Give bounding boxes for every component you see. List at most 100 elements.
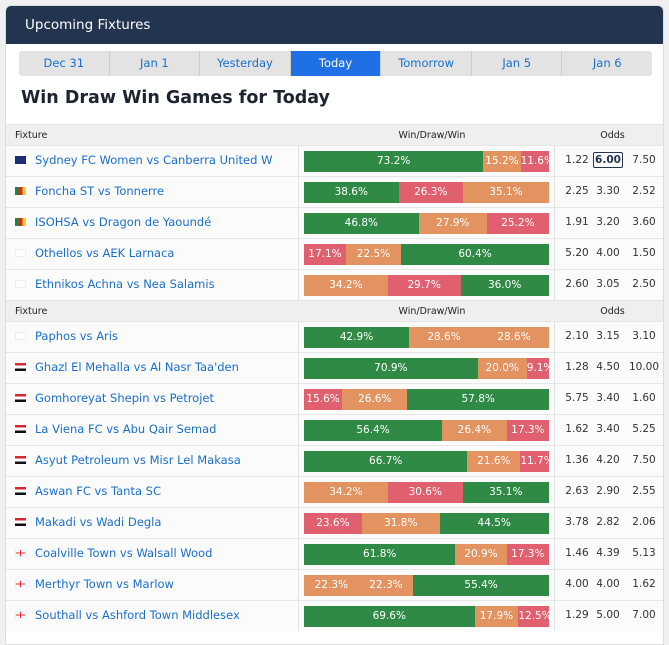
odds-value[interactable]: 3.40: [596, 423, 620, 435]
odds-value[interactable]: 4.00: [565, 578, 589, 590]
odds-value[interactable]: 3.78: [565, 516, 589, 528]
fixture-link[interactable]: Aswan FC vs Tanta SC: [15, 484, 161, 498]
odds-value[interactable]: 10.00: [628, 361, 660, 373]
divider: [298, 353, 299, 383]
fixture-name[interactable]: Sydney FC Women vs Canberra United W: [35, 153, 273, 167]
odds-value[interactable]: 5.00: [596, 609, 620, 621]
probability-segment: 30.6%: [387, 482, 463, 503]
probability-segment: 31.8%: [361, 513, 440, 534]
odds-value[interactable]: 4.20: [596, 454, 620, 466]
odds-value[interactable]: 2.55: [632, 485, 656, 497]
odds-value[interactable]: 3.05: [596, 278, 620, 290]
probability-segment: 26.4%: [442, 420, 507, 441]
odds-value[interactable]: 2.10: [565, 330, 589, 342]
fixture-link[interactable]: Paphos vs Aris: [15, 329, 118, 343]
odds-value[interactable]: 2.06: [632, 516, 656, 528]
odds-value[interactable]: 2.50: [632, 278, 656, 290]
odds-value[interactable]: 1.46: [565, 547, 589, 559]
fixture-name[interactable]: Ghazl El Mehalla vs Al Nasr Taa'den: [35, 360, 239, 374]
odds-value[interactable]: 5.20: [565, 247, 589, 259]
fixture-link[interactable]: Gomhoreyat Shepin vs Petrojet: [15, 391, 214, 405]
odds-value[interactable]: 1.28: [565, 361, 589, 373]
col-win-draw-win: Win/Draw/Win: [398, 306, 466, 317]
divider: [298, 208, 299, 238]
fixture-name[interactable]: Merthyr Town vs Marlow: [35, 577, 174, 591]
odds-value[interactable]: 1.36: [565, 454, 589, 466]
odds-value[interactable]: 6.00: [593, 152, 623, 168]
odds-value[interactable]: 7.00: [632, 609, 656, 621]
fixture-name[interactable]: Asyut Petroleum vs Misr Lel Makasa: [35, 453, 241, 467]
fixture-link[interactable]: Sydney FC Women vs Canberra United W: [15, 153, 272, 167]
odds-value[interactable]: 3.40: [596, 392, 620, 404]
tab-today[interactable]: Today: [290, 51, 382, 76]
tab-jan-6[interactable]: Jan 6: [592, 56, 622, 70]
fixture-link[interactable]: Ethnikos Achna vs Nea Salamis: [15, 277, 215, 291]
odds-value[interactable]: 1.22: [565, 154, 589, 166]
fixture-link[interactable]: Merthyr Town vs Marlow: [15, 577, 174, 591]
odds-value[interactable]: 2.63: [565, 485, 589, 497]
win-draw-win-bar: 34.2% 30.6% 35.1%: [304, 482, 549, 503]
odds-value[interactable]: 7.50: [632, 454, 656, 466]
fixture-name[interactable]: ISOHSA vs Dragon de Yaoundé: [35, 215, 212, 229]
odds-value[interactable]: 2.60: [565, 278, 589, 290]
win-draw-win-bar: 70.9%20.0%9.1%: [304, 358, 549, 379]
odds-value[interactable]: 1.50: [632, 247, 656, 259]
odds-value[interactable]: 7.50: [632, 154, 656, 166]
probability-segment: 22.5%: [345, 244, 402, 265]
fixture-link[interactable]: Ghazl El Mehalla vs Al Nasr Taa'den: [15, 360, 239, 374]
divider: [298, 477, 299, 507]
fixture-name[interactable]: Foncha ST vs Tonnerre: [35, 184, 165, 198]
fixture-name[interactable]: Makadi vs Wadi Degla: [35, 515, 162, 529]
fixture-link[interactable]: Southall vs Ashford Town Middlesex: [15, 608, 240, 622]
fixture-link[interactable]: Coalville Town vs Walsall Wood: [15, 546, 212, 560]
odds-value[interactable]: 5.25: [632, 423, 656, 435]
odds-value[interactable]: 4.50: [596, 361, 620, 373]
fixture-link[interactable]: Othellos vs AEK Larnaca: [15, 246, 174, 260]
fixture-name[interactable]: Gomhoreyat Shepin vs Petrojet: [35, 391, 214, 405]
odds-value[interactable]: 3.30: [596, 185, 620, 197]
odds-value[interactable]: 2.90: [596, 485, 620, 497]
odds-value[interactable]: 3.10: [632, 330, 656, 342]
divider: [298, 415, 299, 445]
fixture-name[interactable]: La Viena FC vs Abu Qair Semad: [35, 422, 217, 436]
fixture-link[interactable]: ISOHSA vs Dragon de Yaoundé: [15, 215, 211, 229]
fixture-name[interactable]: Coalville Town vs Walsall Wood: [35, 546, 213, 560]
fixture-link[interactable]: Asyut Petroleum vs Misr Lel Makasa: [15, 453, 241, 467]
win-draw-win-bar: 15.6% 26.6% 57.8%: [304, 389, 549, 410]
odds-value[interactable]: 4.00: [596, 578, 620, 590]
odds-value[interactable]: 4.39: [596, 547, 620, 559]
odds-value[interactable]: 3.60: [632, 216, 656, 228]
tab-dec-31[interactable]: Dec 31: [19, 51, 110, 76]
probability-segment: 66.7%: [304, 451, 468, 472]
fixture-name[interactable]: Ethnikos Achna vs Nea Salamis: [35, 277, 215, 291]
odds-value[interactable]: 3.15: [596, 330, 620, 342]
odds-value[interactable]: 1.62: [565, 423, 589, 435]
fixture-name[interactable]: Southall vs Ashford Town Middlesex: [35, 608, 240, 622]
win-draw-win-bar: 73.2%15.2%11.6%: [304, 151, 549, 172]
tab-tomorrow[interactable]: Tomorrow: [381, 51, 472, 76]
odds-value[interactable]: 2.82: [596, 516, 620, 528]
fixture-name[interactable]: Paphos vs Aris: [35, 329, 118, 343]
fixture-name[interactable]: Othellos vs AEK Larnaca: [35, 246, 175, 260]
odds-value[interactable]: 1.60: [632, 392, 656, 404]
odds-value[interactable]: 1.29: [565, 609, 589, 621]
tab-jan-5[interactable]: Jan 5: [472, 51, 563, 76]
odds-value[interactable]: 3.20: [596, 216, 620, 228]
fixture-link[interactable]: La Viena FC vs Abu Qair Semad: [15, 422, 216, 436]
odds-value[interactable]: 1.62: [632, 578, 656, 590]
fixture-link[interactable]: Foncha ST vs Tonnerre: [15, 184, 164, 198]
fixture-name[interactable]: Aswan FC vs Tanta SC: [35, 484, 162, 498]
probability-segment: 55.4%: [413, 575, 549, 596]
odds-value[interactable]: 1.91: [565, 216, 589, 228]
divider: [554, 239, 555, 269]
odds-value[interactable]: 2.52: [632, 185, 656, 197]
probability-segment: 44.5%: [439, 513, 549, 534]
odds-value[interactable]: 5.13: [632, 547, 656, 559]
fixture-link[interactable]: Makadi vs Wadi Degla: [15, 515, 161, 529]
odds-value[interactable]: 2.25: [565, 185, 589, 197]
tab-yesterday[interactable]: Yesterday: [200, 51, 291, 76]
odds-value[interactable]: 4.00: [596, 247, 620, 259]
odds-value[interactable]: 5.75: [565, 392, 589, 404]
divider: [298, 322, 299, 352]
tab-jan-1[interactable]: Jan 1: [110, 51, 201, 76]
